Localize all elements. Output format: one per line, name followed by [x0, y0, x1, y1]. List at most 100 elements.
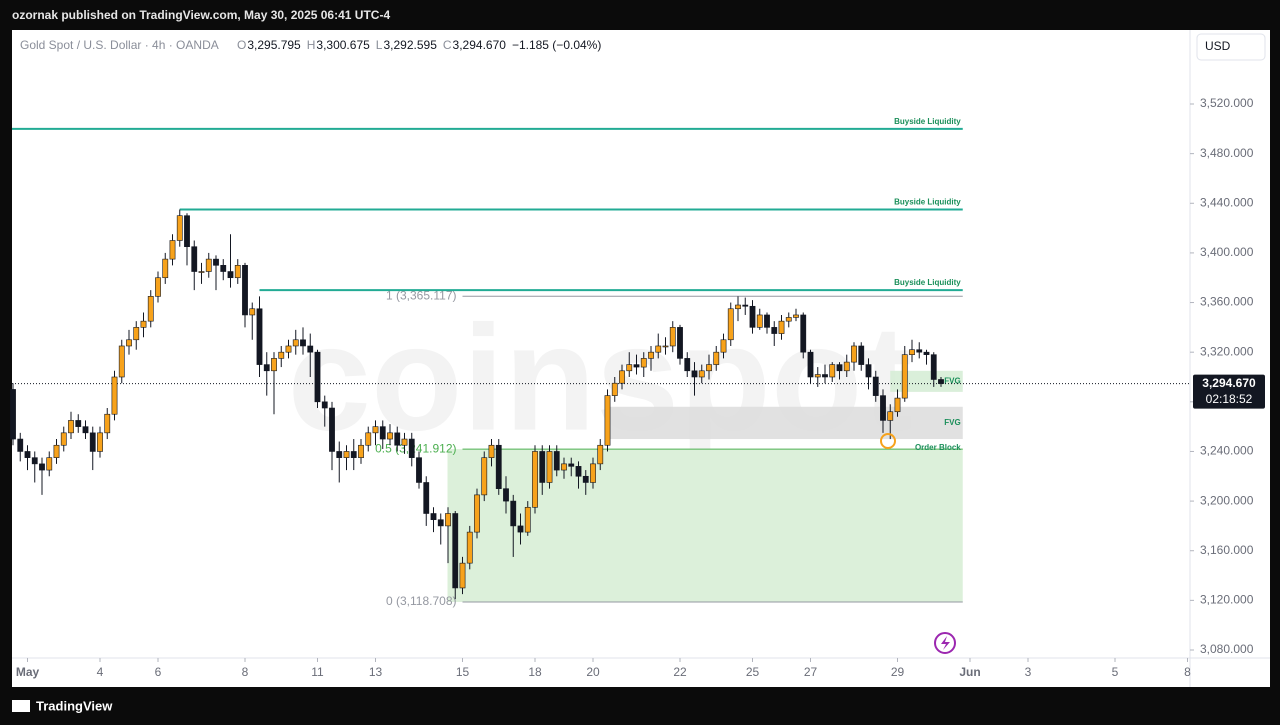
x-tick-label: 11 [311, 665, 324, 679]
candle-body [640, 358, 647, 368]
y-tick-label: 3,200.000 [1200, 493, 1254, 507]
candle-body [401, 438, 408, 446]
candle-body [822, 374, 828, 378]
candle-body [242, 265, 248, 316]
countdown: 02:18:52 [1206, 392, 1253, 406]
y-tick-label: 3,400.000 [1200, 245, 1254, 259]
candle-body [619, 370, 625, 384]
x-tick-label: 29 [891, 665, 905, 679]
candle-body [82, 426, 89, 434]
candle-body [140, 320, 147, 328]
fib-label: 0 (3,118.708) [386, 594, 457, 608]
ohlc-value: 3,300.675 [316, 38, 370, 52]
candle-body [735, 304, 741, 310]
candle-body [372, 426, 379, 434]
candle-body [742, 304, 749, 307]
currency-button[interactable] [1196, 33, 1266, 61]
candle-body [445, 513, 451, 527]
candle-body [669, 327, 676, 347]
candle-body [916, 349, 923, 353]
currency[interactable]: USD [1205, 39, 1231, 53]
candle-body [894, 397, 901, 413]
candle-body [887, 411, 894, 421]
candle-body [292, 339, 299, 347]
candle-body [778, 320, 785, 334]
candle-body [379, 426, 386, 440]
candle-body [793, 314, 799, 318]
y-tick-label: 3,160.000 [1200, 543, 1254, 557]
x-tick-label: 18 [528, 665, 542, 679]
candle-body [524, 506, 531, 533]
candle-body [60, 432, 67, 446]
candle-body [10, 389, 16, 440]
last-price-label: 3,294.670 [1202, 376, 1256, 390]
candle-body [597, 444, 604, 465]
y-tick-label: 3,320.000 [1200, 344, 1254, 358]
alert-icon[interactable] [941, 636, 950, 650]
y-tick-label: 3,360.000 [1200, 295, 1254, 309]
candle-body [365, 432, 372, 446]
liquidity-label: Buyside Liquidity [894, 278, 961, 287]
candle-body [126, 339, 132, 347]
candle-body [691, 370, 698, 378]
candle-body [626, 364, 633, 372]
ohlc-value: 3,295.795 [247, 38, 301, 52]
candle-body [300, 339, 306, 347]
candle-body [829, 364, 836, 378]
candle-body [423, 482, 430, 514]
candle-body [169, 240, 176, 260]
candle-body [510, 500, 517, 527]
ohlc-key: O [237, 38, 246, 52]
candle-body [865, 364, 872, 378]
candle-body [176, 215, 183, 241]
candle-body [872, 376, 879, 396]
candle-body [727, 308, 734, 341]
y-tick-label: 3,240.000 [1200, 444, 1254, 458]
candle-body [677, 327, 683, 359]
candle-body [358, 444, 364, 458]
candle-body [263, 364, 270, 372]
candle-body [278, 351, 285, 359]
candle-body [539, 451, 546, 483]
candle-body [604, 395, 611, 446]
candle-body [474, 494, 480, 533]
candle-body [785, 317, 792, 322]
candle-body [836, 364, 843, 372]
candle-body [568, 463, 575, 467]
candle-body [220, 265, 227, 272]
annotation: Order Block [915, 443, 961, 452]
candle-body [205, 258, 212, 272]
candle-body [256, 308, 263, 365]
x-tick-label: 8 [1184, 665, 1191, 679]
candle-body [459, 562, 466, 589]
ohlc-change: −1.185 (−0.04%) [512, 38, 601, 52]
x-tick-label: 3 [1025, 665, 1032, 679]
candle-body [17, 438, 24, 452]
candle-body [350, 451, 357, 458]
candle-body [387, 432, 393, 440]
candle-body [39, 463, 45, 471]
candle-body [227, 271, 234, 279]
candle-body [336, 451, 343, 458]
alert-icon[interactable] [934, 632, 956, 654]
candle-body [909, 349, 915, 355]
candle-body [851, 345, 857, 363]
logo [12, 700, 30, 712]
fvg-zone [890, 370, 963, 392]
x-tick-label: 22 [673, 665, 687, 679]
candle-body [271, 358, 277, 372]
candle-body [314, 351, 321, 403]
liquidity-label: Buyside Liquidity [894, 198, 961, 207]
candle-body [162, 258, 169, 279]
candle-body [503, 488, 509, 502]
x-tick-label: May [16, 665, 40, 679]
candle-body [104, 413, 111, 434]
x-tick-label: 13 [369, 665, 383, 679]
candle-body [31, 457, 38, 465]
candle-body [938, 379, 944, 384]
candle-body [191, 246, 198, 272]
ohlc-key: L [376, 38, 383, 52]
candle-body [698, 370, 705, 378]
candle-body [858, 345, 865, 365]
x-tick-label: 20 [586, 665, 600, 679]
